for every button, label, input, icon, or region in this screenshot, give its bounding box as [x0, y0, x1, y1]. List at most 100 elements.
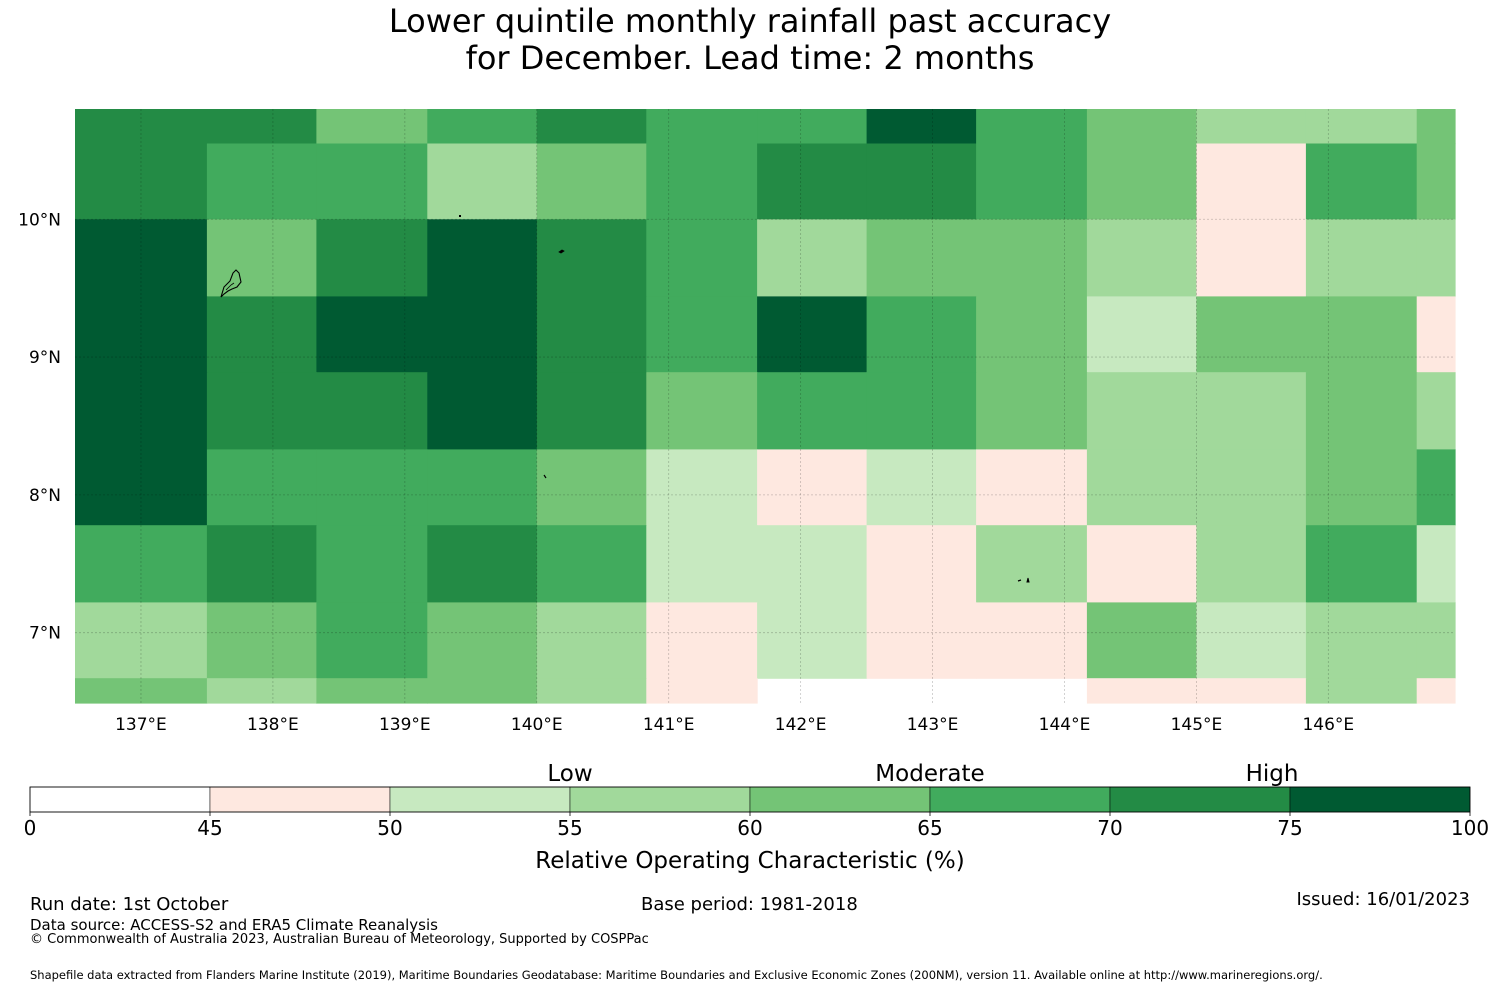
island-outlines	[220, 215, 1030, 583]
copyright: © Commonwealth of Australia 2023, Austra…	[30, 932, 649, 947]
heatmap-cell	[976, 449, 1088, 526]
heatmap-cell	[536, 219, 647, 298]
heatmap-cell	[976, 143, 1088, 220]
heatmap-cell	[1086, 678, 1197, 704]
shapefile-note: Shapefile data extracted from Flanders M…	[30, 968, 1323, 982]
heatmap-cell	[1305, 143, 1418, 220]
heatmap-cell	[757, 525, 868, 603]
x-tick-label: 145°E	[1171, 715, 1223, 735]
y-tick-label: 8°N	[29, 486, 61, 506]
heatmap-cell	[757, 602, 868, 679]
x-axis-ticks: 137°E 138°E 139°E 140°E 141°E 142°E 143°E 144°E…	[115, 715, 1354, 735]
heatmap-cell	[536, 525, 647, 603]
heatmap-cell	[1416, 678, 1456, 704]
heatmap-cell	[316, 372, 428, 450]
heatmap-cell	[1196, 372, 1307, 450]
heatmap-cell	[1305, 219, 1418, 298]
heatmap-cells	[75, 109, 1456, 704]
heatmap-cell	[316, 602, 428, 679]
island-outline	[225, 282, 235, 291]
heatmap-cell	[1086, 219, 1197, 298]
x-tick-label: 146°E	[1302, 715, 1354, 735]
issued-date: Issued: 16/01/2023	[1296, 889, 1470, 910]
heatmap-cell	[866, 143, 977, 220]
gridlines	[75, 109, 1455, 703]
colorbar-segment	[929, 786, 1111, 813]
colorbar-tick-label: 45	[197, 816, 222, 840]
heatmap-cell	[536, 449, 647, 526]
colorbar-label: Relative Operating Characteristic (%)	[535, 848, 964, 874]
heatmap-cell	[1086, 143, 1197, 220]
heatmap-cell	[206, 143, 317, 220]
x-tick-label: 144°E	[1039, 715, 1091, 735]
heatmap-cell	[75, 678, 208, 704]
colorbar: 0 45 50 55 60 65 70 75 100 Low Moderate High Relativ…	[24, 761, 1489, 874]
heatmap-cell	[536, 143, 647, 220]
heatmap-cell	[646, 143, 758, 220]
heatmap-cell	[1196, 143, 1307, 220]
heatmap-cell	[427, 296, 538, 373]
heatmap-cell	[866, 525, 977, 603]
heatmap-cell	[976, 602, 1088, 679]
heatmap-cell	[646, 525, 758, 603]
heatmap-cell	[976, 525, 1088, 603]
heatmap-cell	[316, 109, 428, 145]
y-axis-ticks: 7°N 8°N 9°N 10°N	[18, 210, 61, 643]
chart-title-line2: for December. Lead time: 2 months	[465, 39, 1035, 77]
heatmap-cell	[206, 219, 317, 298]
heatmap-cell	[1196, 525, 1307, 603]
heatmap-cell	[206, 602, 317, 679]
heatmap-cell	[1305, 449, 1418, 526]
y-tick-label: 7°N	[29, 624, 61, 644]
heatmap-cell	[206, 296, 317, 373]
heatmap-cell	[75, 296, 208, 373]
heatmap-cell	[646, 678, 758, 704]
heatmap-cell	[316, 143, 428, 220]
colorbar-tick-label: 100	[1451, 816, 1489, 840]
heatmap-cell	[536, 602, 647, 679]
heatmap-cell	[757, 449, 868, 526]
x-tick-label: 137°E	[115, 715, 167, 735]
colorbar-tick-label: 50	[377, 816, 402, 840]
run-date: Run date: 1st October	[30, 894, 229, 915]
heatmap-cell	[1305, 296, 1418, 373]
heatmap-cell	[206, 109, 317, 145]
x-tick-label: 140°E	[511, 715, 563, 735]
heatmap-cell	[1196, 678, 1307, 704]
heatmap-cell	[536, 296, 647, 373]
heatmap-cell	[1305, 678, 1418, 704]
heatmap-cell	[206, 449, 317, 526]
heatmap-cell	[976, 109, 1088, 145]
chart-title-line1: Lower quintile monthly rainfall past acc…	[388, 2, 1112, 40]
colorbar-category-label: Low	[547, 761, 592, 787]
heatmap-cell	[757, 143, 868, 220]
colorbar-segment	[569, 786, 751, 813]
island-outline	[558, 249, 565, 254]
heatmap-cell	[536, 372, 647, 450]
heatmap-cell	[866, 219, 977, 298]
heatmap-cell	[1416, 296, 1456, 373]
heatmap-cell	[316, 219, 428, 298]
x-tick-label: 141°E	[643, 715, 695, 735]
heatmap-cell	[1416, 449, 1456, 526]
heatmap-cell	[536, 678, 647, 704]
heatmap-cell	[866, 372, 977, 450]
heatmap-cell	[206, 678, 317, 704]
heatmap-cell	[427, 143, 538, 220]
colorbar-tick-label: 60	[737, 816, 762, 840]
x-tick-label: 142°E	[775, 715, 827, 735]
heatmap-cell	[1416, 109, 1456, 145]
heatmap-cell	[1416, 219, 1456, 298]
heatmap-cell	[1305, 109, 1418, 145]
colorbar-segment	[749, 786, 931, 813]
heatmap-cell	[1196, 219, 1307, 298]
heatmap-cell	[1416, 602, 1456, 679]
heatmap-cell	[976, 219, 1088, 298]
heatmap-cell	[757, 109, 868, 145]
island-outline	[1017, 579, 1022, 582]
heatmap-cell	[1196, 602, 1307, 679]
heatmap-cell	[1196, 296, 1307, 373]
data-source: Data source: ACCESS-S2 and ERA5 Climate …	[30, 916, 438, 934]
heatmap-cell	[646, 296, 758, 373]
